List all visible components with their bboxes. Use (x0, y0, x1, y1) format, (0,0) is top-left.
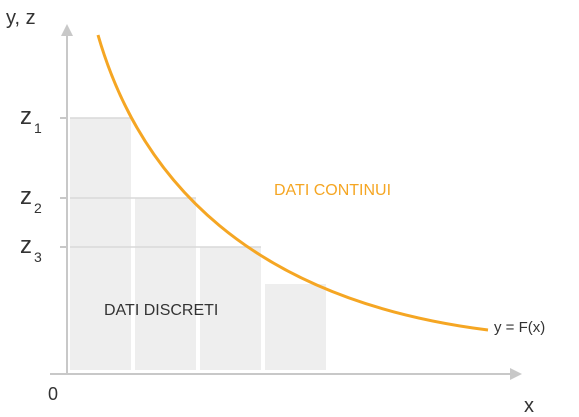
level-index-z2: 2 (34, 200, 42, 216)
continuous-curve (96, 34, 489, 332)
level-guides (70, 117, 261, 248)
bar-2 (135, 198, 196, 370)
continuous-data-label: DATI CONTINUI (274, 182, 391, 199)
y-axis-arrow-icon (61, 24, 73, 36)
y-axis-label: y, z (6, 7, 36, 29)
x-axis-label: x (524, 395, 534, 417)
discrete-data-label: DATI DISCRETI (104, 302, 218, 319)
x-axis-arrow-icon (510, 368, 522, 380)
level-label-z1: z 1 (20, 103, 42, 136)
level-letter-z3: z (20, 232, 32, 259)
function-label: y = F(x) (494, 319, 545, 336)
level-index-z1: 1 (34, 120, 42, 136)
level-label-z3: z 3 (20, 232, 42, 265)
bar-4 (265, 284, 326, 370)
origin-label: 0 (48, 384, 58, 404)
level-letter-z1: z (20, 103, 32, 130)
bar-3 (200, 247, 261, 370)
discrete-bars (70, 118, 326, 370)
bar-1 (70, 118, 131, 370)
level-letter-z2: z (20, 183, 32, 210)
axes (50, 24, 522, 380)
level-label-z2: z 2 (20, 183, 42, 216)
level-index-z3: 3 (34, 249, 42, 265)
